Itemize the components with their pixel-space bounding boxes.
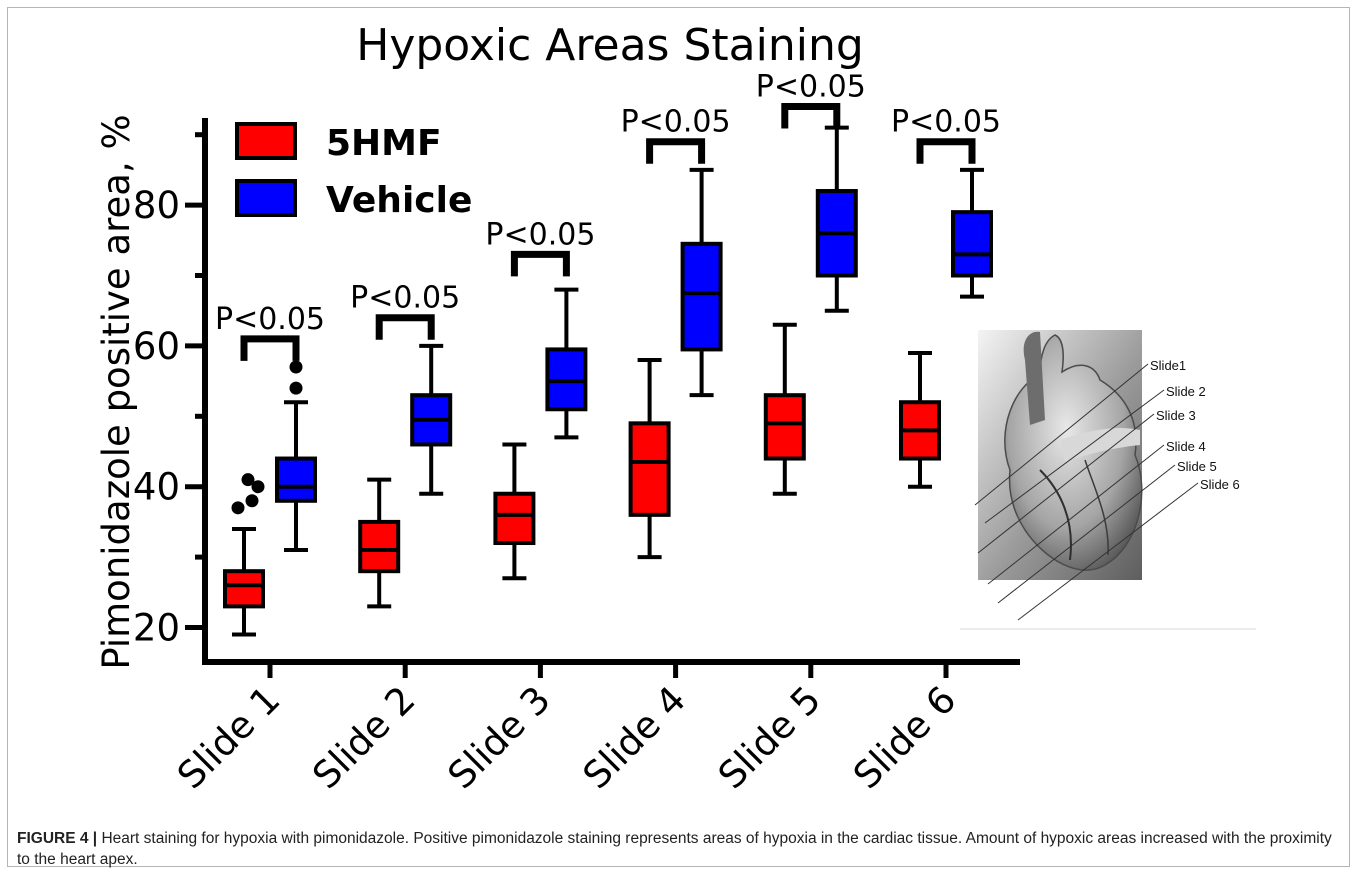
slide-cut-label: Slide 6 bbox=[1200, 477, 1240, 492]
slide-cut-line bbox=[984, 389, 1165, 524]
box-5hmf-1 bbox=[223, 473, 265, 637]
slide-cut-line bbox=[974, 363, 1149, 506]
outlier-point bbox=[251, 480, 265, 494]
significance-label: P<0.05 bbox=[756, 70, 866, 105]
y-tick-label: 60 bbox=[133, 325, 180, 368]
box-iqr bbox=[680, 241, 723, 352]
y-tick-label: 20 bbox=[133, 607, 180, 650]
slide-cut-line bbox=[997, 464, 1176, 604]
legend-label-5hmf: 5HMF bbox=[326, 123, 442, 164]
significance-label: P<0.05 bbox=[891, 105, 1001, 140]
chart-title: Hypoxic Areas Staining bbox=[356, 20, 864, 71]
box-vehicle-3 bbox=[545, 287, 588, 440]
y-axis-label: Pimonidazole positive area, % bbox=[95, 114, 138, 669]
box-vehicle-1 bbox=[275, 360, 317, 553]
legend: 5HMF Vehicle bbox=[235, 122, 472, 221]
box-iqr bbox=[358, 519, 401, 574]
outlier-point bbox=[231, 501, 245, 515]
heart-illustration-icon bbox=[960, 330, 1256, 630]
box-iqr bbox=[628, 421, 671, 517]
legend-swatch-vehicle bbox=[235, 179, 297, 217]
slide-cut-label: Slide1 bbox=[1150, 358, 1186, 373]
box-5hmf-2 bbox=[358, 477, 401, 609]
box-5hmf-6 bbox=[899, 350, 941, 489]
legend-swatch-5hmf bbox=[235, 122, 297, 160]
x-tick-label: Slide 2 bbox=[304, 678, 423, 797]
legend-label-vehicle: Vehicle bbox=[326, 180, 472, 221]
slide-cut-line bbox=[987, 444, 1165, 585]
y-tick-label: 40 bbox=[133, 466, 180, 509]
box-vehicle-4 bbox=[680, 167, 723, 398]
y-tick-label: 80 bbox=[133, 184, 180, 227]
slide-cut-label: Slide 5 bbox=[1177, 459, 1217, 474]
significance-label: P<0.05 bbox=[485, 217, 595, 252]
significance-brackets: P<0.05 P<0.05 P<0.05 P<0.05 P<0.05 P<0.05 bbox=[215, 70, 1001, 361]
significance-label: P<0.05 bbox=[350, 281, 460, 316]
x-tick-label: Slide 3 bbox=[440, 678, 559, 797]
slide-cut-line bbox=[977, 413, 1155, 554]
box-vehicle-2 bbox=[410, 343, 453, 496]
figure-caption: FIGURE 4 | Heart staining for hypoxia wi… bbox=[17, 828, 1335, 870]
significance-label: P<0.05 bbox=[621, 105, 731, 140]
slide-cut-line bbox=[1017, 482, 1199, 621]
significance-label: P<0.05 bbox=[215, 302, 325, 337]
x-tick-label: Slide 6 bbox=[845, 678, 964, 797]
x-tick-label: Slide 5 bbox=[710, 678, 829, 797]
significance-bracket bbox=[781, 103, 841, 129]
box-5hmf-3 bbox=[493, 442, 536, 581]
significance-bracket bbox=[375, 314, 435, 340]
caption-label: FIGURE 4 | bbox=[17, 830, 98, 847]
slide-cut-label: Slide 3 bbox=[1156, 408, 1196, 423]
figure-frame bbox=[7, 7, 1350, 867]
axes bbox=[202, 118, 1020, 665]
box-5hmf-4 bbox=[628, 357, 671, 560]
box-vehicle-5 bbox=[815, 125, 858, 313]
box-iqr bbox=[223, 569, 265, 609]
caption-text: Heart staining for hypoxia with pimonida… bbox=[17, 830, 1332, 868]
slide-cut-lines: Slide1 Slide 2 Slide 3 Slide 4 Slide 5 Slide … bbox=[974, 358, 1240, 621]
x-axis-ticks: Slide 1 Slide 2 Slide 3 Slide 4 Slide 5 Slide… bbox=[169, 662, 964, 797]
box-iqr bbox=[763, 393, 806, 461]
y-axis-ticks: 20 40 60 80 bbox=[133, 132, 205, 650]
significance-bracket bbox=[510, 250, 570, 277]
outlier-point bbox=[289, 381, 303, 395]
significance-bracket bbox=[240, 335, 300, 361]
x-tick-label: Slide 1 bbox=[169, 678, 288, 797]
box-vehicle-6 bbox=[951, 167, 993, 299]
significance-bracket bbox=[916, 138, 976, 164]
slide-cut-label: Slide 2 bbox=[1166, 384, 1206, 399]
outlier-point bbox=[241, 473, 255, 487]
x-tick-label: Slide 4 bbox=[575, 678, 694, 797]
box-iqr bbox=[275, 456, 317, 503]
outlier-point bbox=[245, 494, 259, 508]
slide-cut-label: Slide 4 bbox=[1166, 439, 1206, 454]
box-iqr bbox=[951, 210, 993, 278]
box-5hmf-5 bbox=[763, 322, 806, 496]
box-iqr bbox=[493, 491, 536, 546]
outlier-point bbox=[289, 360, 303, 374]
significance-bracket bbox=[646, 138, 706, 164]
